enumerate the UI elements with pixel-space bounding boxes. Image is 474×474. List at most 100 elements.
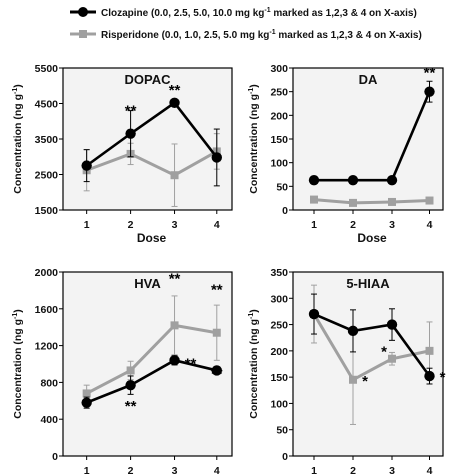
data-point xyxy=(347,325,359,337)
y-tick-label: 150 xyxy=(270,372,288,384)
legend-label: Clozapine (0.0, 2.5, 5.0, 10.0 mg kg-1 m… xyxy=(101,7,417,19)
y-tick-label: 1500 xyxy=(35,205,59,217)
legend-tail: marked as 1,2,3 & 4 on X-axis) xyxy=(276,30,422,41)
data-point xyxy=(170,321,179,330)
data-point xyxy=(125,379,136,391)
data-point xyxy=(211,365,222,376)
significance-label: * xyxy=(362,373,368,390)
y-axis-label: Concentration (ng g-1) xyxy=(12,84,24,193)
y-tick-label: 50 xyxy=(276,425,288,437)
plot-area xyxy=(292,271,444,457)
data-point xyxy=(81,397,92,408)
x-tick-label: 2 xyxy=(128,219,134,231)
x-tick-label: 1 xyxy=(311,465,317,474)
x-tick-label: 2 xyxy=(350,219,356,231)
legend-sup: -1 xyxy=(264,7,270,14)
y-axis-label-tail: ) xyxy=(12,84,24,88)
significance-label: ** xyxy=(211,282,223,299)
data-point xyxy=(211,152,222,163)
y-tick-label: 2500 xyxy=(35,170,59,182)
y-tick-label: 0 xyxy=(282,451,288,463)
data-point xyxy=(349,198,357,207)
x-tick-label: 4 xyxy=(427,465,433,474)
plot-area xyxy=(62,67,233,211)
panel-title: DOPAC xyxy=(125,72,172,87)
significance-label: ** xyxy=(125,398,137,415)
panel-dopac: 1500 2500 3500 4500 5500 1 2 3 4 Dose Concentratio… xyxy=(12,63,233,245)
y-tick-label: 100 xyxy=(270,398,288,410)
x-axis-label: Dose xyxy=(357,231,387,245)
significance-label: ** xyxy=(169,82,181,99)
x-tick-label: 2 xyxy=(128,465,134,474)
y-axis-label-text: Concentration (ng g xyxy=(248,319,260,419)
x-tick-label: 3 xyxy=(389,219,395,231)
series-line xyxy=(313,198,430,205)
legend-entry: Risperidone (0.0, 1.0, 2.5, 5.0 mg kg-1 … xyxy=(70,29,422,41)
series-line xyxy=(312,313,430,382)
legend-marker xyxy=(79,30,87,38)
y-tick-label: 2000 xyxy=(35,267,59,279)
y-axis-label: Concentration (ng g-1) xyxy=(248,309,260,418)
y-axis-label-tail: ) xyxy=(12,309,24,313)
panel-hva: 04008001200160020001234DoseConcentration… xyxy=(12,267,233,474)
data-point xyxy=(169,355,180,366)
y-tick-label: 200 xyxy=(270,346,288,358)
y-tick-label: 350 xyxy=(270,267,288,279)
x-tick-label: 3 xyxy=(172,465,178,474)
panel-da: 0 50 100 150 200 250 300 1 2 3 4 Dose Concentration … xyxy=(248,63,444,245)
y-tick-label: 5500 xyxy=(35,63,59,75)
y-tick-label: 4500 xyxy=(35,99,59,111)
y-tick-label: 250 xyxy=(270,87,288,99)
data-point xyxy=(212,328,221,337)
series-line xyxy=(313,312,431,377)
panel-title: DA xyxy=(359,72,378,87)
data-point xyxy=(125,128,136,139)
y-axis-label-tail: ) xyxy=(248,309,260,313)
y-tick-label: 250 xyxy=(270,320,288,332)
panel-title: HVA xyxy=(134,276,161,291)
significance-label: * xyxy=(381,344,387,361)
y-tick-label: 0 xyxy=(52,451,58,463)
plot-area xyxy=(292,67,444,211)
y-axis-label-text: Concentration (ng g xyxy=(248,94,260,194)
x-tick-label: 1 xyxy=(311,219,317,231)
series-line xyxy=(85,323,218,395)
data-point xyxy=(386,319,398,330)
data-point xyxy=(126,366,135,375)
x-tick-label: 3 xyxy=(172,219,178,231)
data-point xyxy=(310,195,318,204)
y-tick-label: 100 xyxy=(270,158,288,170)
y-tick-label: 3500 xyxy=(35,134,59,146)
data-point xyxy=(425,196,434,205)
y-axis-label-sup: -1 xyxy=(248,88,255,94)
panel-title: 5-HIAA xyxy=(346,276,390,291)
data-point xyxy=(82,389,91,398)
x-tick-label: 2 xyxy=(350,465,356,474)
series-line xyxy=(86,150,218,177)
y-axis-label-text: Concentration (ng g xyxy=(12,319,24,419)
legend-tail: marked as 1,2,3 & 4 on X-axis) xyxy=(271,8,417,19)
data-point xyxy=(424,370,435,382)
y-tick-label: 800 xyxy=(40,377,58,389)
y-axis-label-sup: -1 xyxy=(248,313,255,319)
y-tick-label: 200 xyxy=(270,110,288,122)
y-tick-label: 300 xyxy=(270,293,288,305)
significance-label: ** xyxy=(125,103,137,120)
y-axis-label-sup: -1 xyxy=(12,88,19,94)
y-tick-label: 1200 xyxy=(35,341,59,353)
y-axis-label: Concentration (ng g-1) xyxy=(12,309,24,418)
data-point xyxy=(386,174,398,186)
legend-entry: Clozapine (0.0, 2.5, 5.0, 10.0 mg kg-1 m… xyxy=(70,7,417,19)
data-point xyxy=(349,375,357,384)
significance-label: * xyxy=(440,369,446,386)
series-clozapine xyxy=(308,80,435,186)
x-tick-label: 4 xyxy=(427,219,433,231)
y-tick-label: 300 xyxy=(270,63,288,75)
data-point xyxy=(425,346,434,355)
series-line xyxy=(86,358,218,404)
significance-label: ** xyxy=(424,65,436,82)
x-axis-label: Dose xyxy=(137,231,167,245)
y-tick-label: 0 xyxy=(282,205,288,217)
